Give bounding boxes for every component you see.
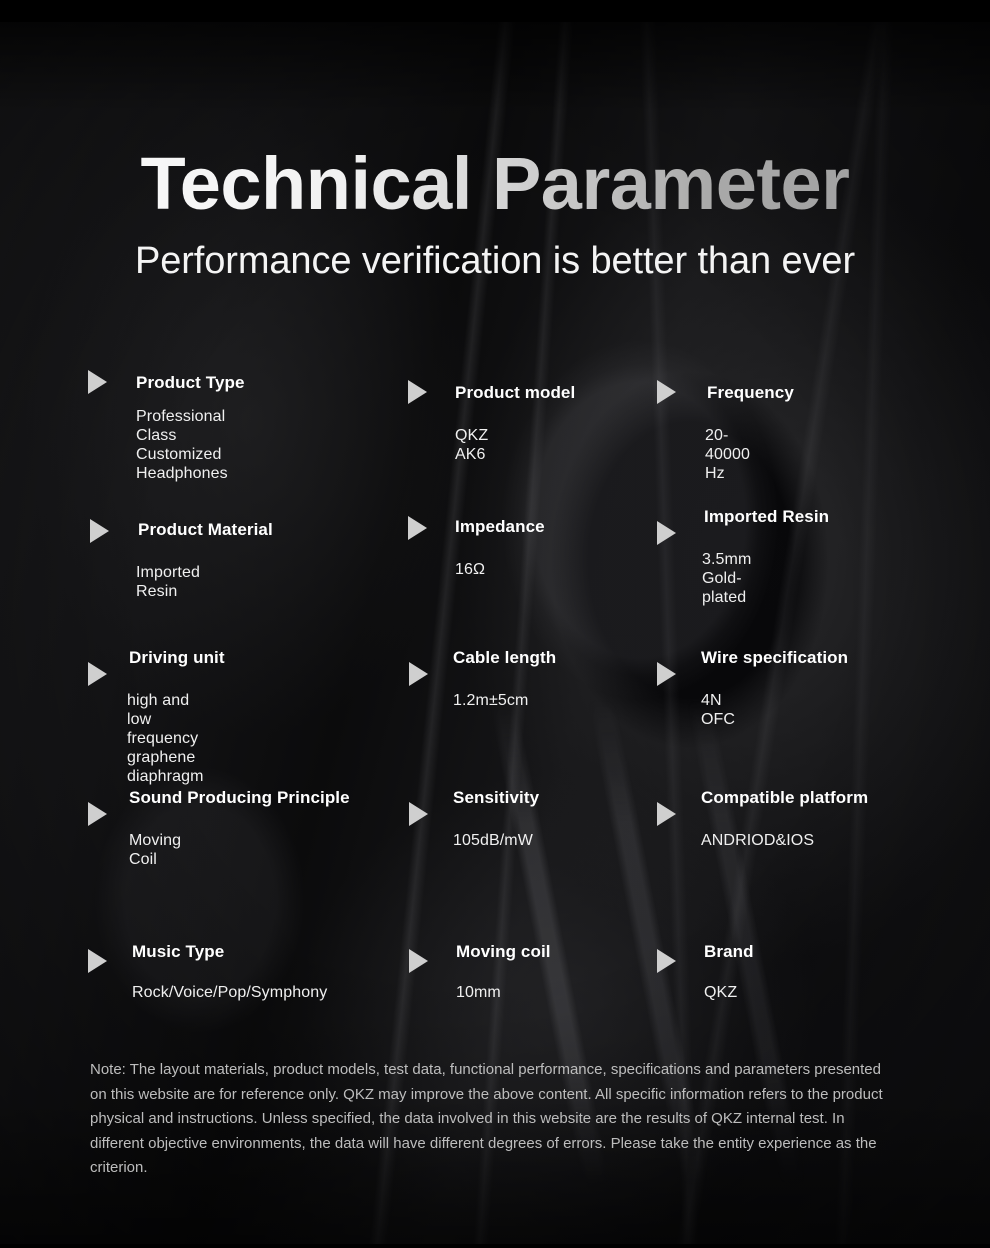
spec-label: Product model: [455, 383, 576, 402]
spec-value: QKZ AK6: [455, 427, 489, 463]
spec-label: Sensitivity: [453, 788, 540, 807]
triangle-bullet-icon: [657, 949, 676, 973]
bottom-black-band: [0, 1244, 990, 1248]
spec-label: Imported Resin: [704, 507, 830, 526]
spec-label: Brand: [704, 942, 754, 961]
triangle-bullet-icon: [657, 802, 676, 826]
triangle-bullet-icon: [88, 802, 107, 826]
spec-value: Rock/Voice/Pop/Symphony: [132, 984, 328, 1001]
spec-value: ANDRIOD&IOS: [701, 832, 815, 849]
triangle-bullet-icon: [88, 662, 107, 686]
spec-label: Sound Producing Principle: [129, 788, 350, 807]
triangle-bullet-icon: [657, 521, 676, 545]
spec-label: Driving unit: [129, 648, 225, 667]
spec-label: Product Material: [138, 520, 273, 539]
spec-value: 105dB/mW: [453, 832, 533, 849]
spec-label: Cable length: [453, 648, 557, 667]
page-title: Technical Parameter: [0, 140, 990, 228]
triangle-bullet-icon: [657, 380, 676, 404]
spec-label: Frequency: [707, 383, 794, 402]
spec-value: 4N OFC: [701, 692, 736, 728]
spec-value: 16Ω: [455, 561, 486, 578]
triangle-bullet-icon: [409, 662, 428, 686]
spec-value: QKZ: [704, 984, 738, 1001]
triangle-bullet-icon: [408, 516, 427, 540]
spec-value: 3.5mm Gold-plated: [702, 551, 752, 606]
spec-label: Product Type: [136, 373, 245, 392]
spec-label: Moving coil: [456, 942, 551, 961]
spec-value: 1.2m±5cm: [453, 692, 529, 709]
triangle-bullet-icon: [408, 380, 427, 404]
spec-value: 10mm: [456, 984, 501, 1001]
page-subtitle: Performance verification is better than …: [134, 240, 856, 282]
spec-value: Moving Coil: [129, 832, 182, 868]
triangle-bullet-icon: [90, 519, 109, 543]
spec-value: 20-40000 Hz: [705, 427, 750, 482]
spec-value: high and low frequency graphene diaphrag…: [127, 692, 204, 785]
top-black-band: [0, 0, 990, 22]
triangle-bullet-icon: [409, 802, 428, 826]
spec-value: Professional Class Customized Headphones: [136, 408, 228, 482]
spec-label: Impedance: [455, 517, 545, 536]
spec-label: Compatible platform: [701, 788, 869, 807]
spec-label: Music Type: [132, 942, 225, 961]
spec-label: Wire specification: [701, 648, 849, 667]
triangle-bullet-icon: [88, 949, 107, 973]
triangle-bullet-icon: [409, 949, 428, 973]
triangle-bullet-icon: [657, 662, 676, 686]
disclaimer-note: Note: The layout materials, product mode…: [90, 1061, 883, 1176]
triangle-bullet-icon: [88, 370, 107, 394]
spec-value: Imported Resin: [136, 564, 200, 600]
